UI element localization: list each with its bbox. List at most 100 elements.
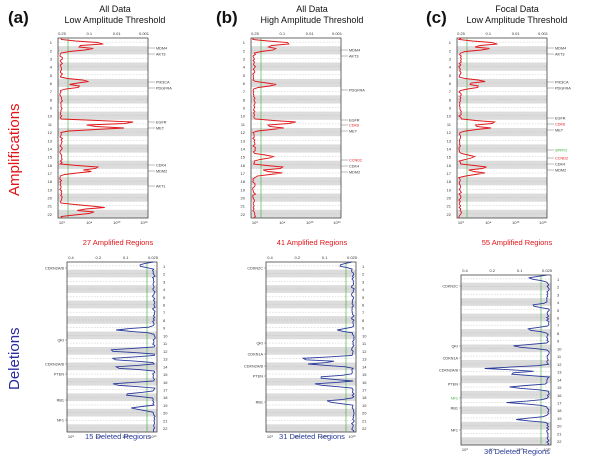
panel-a-amp-q-tick-label: 0.1 (87, 31, 93, 36)
panel-b-del-chrom-label: 6 (362, 303, 365, 308)
panel-c-amp-gene-label: CCND2 (555, 157, 568, 161)
panel-b-del-gene-label: QKI (256, 342, 263, 346)
panel-c-amp-chrom-label: 16 (447, 163, 452, 168)
panel-b-del-q-tick-label: 0.025 (347, 255, 358, 260)
panel-a-amp-trace (59, 37, 134, 219)
panel-a-del-chrom-label: 2 (163, 272, 166, 277)
panel-b-del-g-tick-label: 10¹⁶ (348, 434, 356, 439)
panel-c-del-chrom-label: 17 (557, 401, 562, 406)
panel-b-del-chrom-label: 12 (362, 349, 367, 354)
panel-b-amp-chrom-label: 17 (241, 171, 246, 176)
panel-a-del-chrom-label: 19 (163, 403, 168, 408)
panel-c-amp-chrom-label: 14 (447, 147, 452, 152)
panel-c-amp-chrom-label: 6 (449, 81, 452, 86)
panel-a-amp-gene-label: MET (156, 127, 165, 131)
panel-b-del-chrom-label: 18 (362, 395, 367, 400)
panel-c-amp-chrom-label: 11 (447, 122, 452, 127)
panel-c-amp-q-tick-label: 0.1 (486, 31, 492, 36)
panel-a-amp-gene-label: PIK3CA (156, 81, 170, 85)
panel-c-del-chrom-label: 19 (557, 416, 562, 421)
panel-c-del-chrom-label: 14 (557, 377, 562, 382)
panel-c-amp-chrom-label: 12 (447, 130, 452, 135)
panel-c-amp-chrom-label: 19 (447, 187, 452, 192)
panel-c-amp-chrom-label: 4 (449, 65, 452, 70)
panel-a-amp-chrom-label: 13 (48, 138, 53, 143)
panel-b-amp-chrom-label: 22 (241, 212, 246, 217)
panel-b-amp-chrom-label: 12 (241, 130, 246, 135)
panel-c-del-q-tick-label: 0.2 (490, 268, 496, 273)
panel-a-del-chrom-label: 14 (163, 364, 168, 369)
panel-b-amp-chrom-label: 14 (241, 147, 246, 152)
panel-b-del-chrom-label: 9 (362, 326, 365, 331)
panel-a-del-chrom-label: 4 (163, 287, 166, 292)
panel-c-del-gene-label: NF1 (451, 429, 458, 433)
panel-a-del-trace (110, 261, 156, 433)
panel-a-amp-chrom-label: 15 (48, 155, 53, 160)
panel-c-title-line2: Low Amplitude Threshold (466, 15, 568, 25)
panel-c-del-g-tick-label: 10¹⁰ (516, 447, 524, 452)
panel-a-del-chrom-label: 20 (163, 411, 168, 416)
panel-c-title: Focal Data Low Amplitude Threshold (432, 4, 600, 26)
panel-a-del-chrom-label: 21 (163, 418, 168, 423)
panel-b-amp-caption: 41 Amplified Regions (276, 238, 348, 247)
panel-a-del-gene-label: QKI (57, 339, 64, 343)
panel-a-del-chrom-label: 9 (163, 326, 166, 331)
panel-c-del-chrom-label: 1 (557, 277, 560, 282)
panel-c-amp-chrom-label: 3 (449, 57, 452, 62)
panel-c-amp-chrom-label: 7 (449, 89, 452, 94)
panel-a-amp-chrom-label: 20 (48, 196, 53, 201)
panel-b-del-chrom-label: 22 (362, 426, 367, 431)
panel-c-del-chrom-label: 22 (557, 439, 562, 444)
panel-b-amp-chrom-label: 1 (243, 40, 246, 45)
panel-b-del-chrom-label: 4 (362, 287, 365, 292)
panel-a-amp-chrom-label: 1 (50, 40, 53, 45)
panel-a-del-gene-label: RB1 (57, 399, 64, 403)
panel-b-del-chrom-label: 14 (362, 364, 367, 369)
panel-a-amp-chrom-label: 7 (50, 89, 53, 94)
panel-c-del-gene-label: NF1 (451, 397, 458, 401)
panel-a-amp-gene-label: AKT1 (156, 185, 166, 189)
panel-a-del-caption: 15 Deleted Regions (85, 432, 151, 441)
panel-a-del-q-tick-label: 0.2 (96, 255, 102, 260)
panel-c-amp-gene-label: MET (555, 129, 564, 133)
panel-a-amp-caption: 27 Amplified Regions (82, 238, 154, 247)
panel-c-del-chrom-label: 7 (557, 323, 560, 328)
panel-b-del-q-tick-label: 0.1 (322, 255, 328, 260)
panel-b-del-chrom-label: 15 (362, 372, 367, 377)
panel-a-amp-gene-label: PDGFRA (156, 87, 172, 91)
panel-b-del-chrom-label: 1 (362, 264, 365, 269)
panel-c-amp-g-tick-label: 10¹⁰ (512, 220, 520, 225)
panel-b-del-chrom-label: 20 (362, 411, 367, 416)
panel-b-amp-gene-label: MDM4 (349, 49, 360, 53)
panel-c-del-chrom-label: 2 (557, 285, 560, 290)
panel-b-amp-gene-label: PDGFRA (349, 89, 365, 93)
panel-c-del-chrom-label: 16 (557, 393, 562, 398)
panel-c-amp-gene-label: AKT3 (555, 53, 565, 57)
panel-c-del-chrom-label: 20 (557, 424, 562, 429)
panel-c-del-trace (484, 274, 551, 446)
panel-a-amp-gene-label: EGFR (156, 121, 167, 125)
panel-a-del-chrom-label: 7 (163, 310, 166, 315)
panel-b-del-chrom-label: 16 (362, 380, 367, 385)
panel-b-amp-chrom-label: 16 (241, 163, 246, 168)
panel-b-amp-frame (250, 37, 342, 219)
panel-c-del-gene-label: QKI (451, 345, 458, 349)
panel-c-amp-chrom-label: 20 (447, 196, 452, 201)
panel-a-amp-g-tick-label: 10⁹ (59, 220, 65, 225)
panel-c-amp-chrom-label: 15 (447, 155, 452, 160)
panel-b-amp-g-tick-label: 10¹⁰ (306, 220, 314, 225)
panel-c-amp-q-tick-label: 0.001 (538, 31, 549, 36)
panel-a-del-chrom-label: 11 (163, 341, 168, 346)
panel-b-amp-chrom-label: 4 (243, 65, 246, 70)
panel-b-del-chrom-label: 21 (362, 418, 367, 423)
panel-c-del-g-tick-label: 10¹⁶ (543, 447, 551, 452)
panel-b-del-gene-label: CDKN1A (248, 353, 264, 357)
panel-b-amp-chrom-label: 3 (243, 57, 246, 62)
panel-b-amp-chrom-label: 2 (243, 48, 246, 53)
panel-c-amp-chrom-label: 5 (449, 73, 452, 78)
panel-a-amp-chrom-label: 14 (48, 147, 53, 152)
panel-a-amp-chrom-label: 10 (48, 114, 53, 119)
panel-c-del-frame (460, 274, 552, 446)
panel-c-del-chrom-label: 12 (557, 362, 562, 367)
panel-b-del-q-tick-label: 0.2 (295, 255, 301, 260)
